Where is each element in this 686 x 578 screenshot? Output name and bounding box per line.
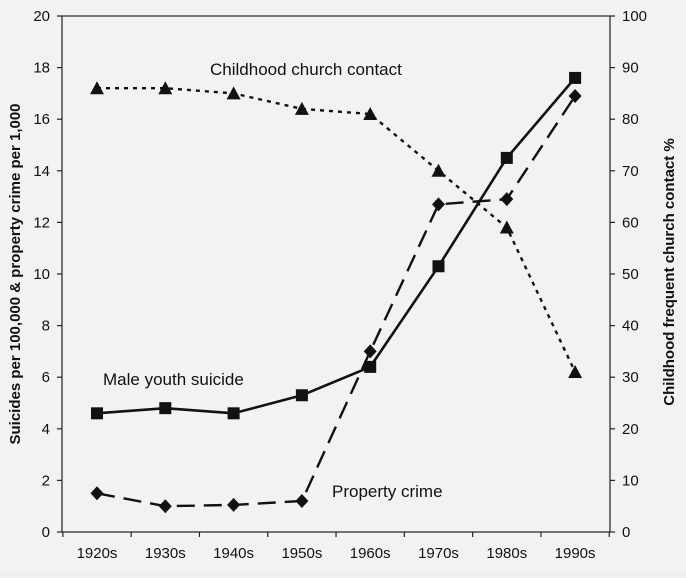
y-left-tick-label: 10 bbox=[33, 266, 50, 283]
data-point-property-crime-1930s bbox=[158, 499, 172, 514]
x-tick-label: 1980s bbox=[486, 545, 527, 562]
data-point-male-youth-suicide-1970s bbox=[432, 260, 445, 273]
data-point-property-crime-1970s bbox=[432, 197, 445, 212]
data-point-childhood-church-contact-1990s bbox=[568, 365, 583, 379]
data-point-childhood-church-contact-1940s bbox=[226, 86, 241, 100]
data-point-childhood-church-contact-1980s bbox=[499, 220, 514, 234]
data-point-male-youth-suicide-1920s bbox=[91, 407, 103, 420]
y-left-tick-label: 20 bbox=[33, 8, 50, 25]
y-right-tick-label: 0 bbox=[622, 524, 630, 541]
y-right-tick-label: 80 bbox=[622, 111, 639, 128]
data-point-childhood-church-contact-1920s bbox=[90, 81, 104, 95]
data-point-childhood-church-contact-1970s bbox=[431, 163, 446, 177]
y-left-tick-label: 12 bbox=[33, 214, 50, 231]
y-left-tick-label: 16 bbox=[33, 111, 50, 128]
y-axis-right-title: Childhood frequent church contact % bbox=[661, 138, 678, 406]
data-point-property-crime-1920s bbox=[90, 486, 104, 501]
data-point-property-crime-1990s bbox=[568, 88, 582, 103]
y-right-tick-label: 10 bbox=[622, 472, 639, 489]
annotation-male-youth-suicide: Male youth suicide bbox=[103, 370, 244, 389]
data-point-male-youth-suicide-1960s bbox=[364, 360, 377, 373]
x-tick-label: 1940s bbox=[213, 545, 254, 562]
data-point-property-crime-1980s bbox=[500, 192, 514, 207]
series-property-crime bbox=[90, 88, 582, 514]
y-left-tick-label: 8 bbox=[42, 318, 50, 335]
data-point-property-crime-1960s bbox=[363, 344, 377, 359]
y-right-tick-label: 60 bbox=[622, 214, 639, 231]
y-axis-left-title: Suicides per 100,000 & property crime pe… bbox=[7, 103, 24, 444]
series-childhood-church-contact bbox=[90, 81, 583, 379]
y-right-tick-label: 50 bbox=[622, 266, 639, 283]
series-male-youth-suicide bbox=[91, 71, 582, 420]
data-point-male-youth-suicide-1930s bbox=[159, 402, 172, 415]
y-right-tick-label: 20 bbox=[622, 421, 639, 438]
y-left-tick-label: 18 bbox=[33, 60, 50, 77]
x-tick-label: 1970s bbox=[418, 545, 459, 562]
x-tick-label: 1990s bbox=[555, 545, 596, 562]
data-point-male-youth-suicide-1950s bbox=[295, 389, 308, 402]
y-right-tick-label: 90 bbox=[622, 60, 639, 77]
annotation-property-crime: Property crime bbox=[332, 482, 443, 501]
x-tick-label: 1960s bbox=[350, 545, 391, 562]
x-tick-label: 1950s bbox=[281, 545, 322, 562]
data-point-property-crime-1950s bbox=[295, 494, 309, 509]
data-point-childhood-church-contact-1930s bbox=[158, 81, 173, 95]
annotation-church-contact: Childhood church contact bbox=[210, 60, 402, 79]
plot-area-frame bbox=[61, 15, 611, 533]
annotations: Childhood church contact Male youth suic… bbox=[103, 60, 443, 501]
data-point-male-youth-suicide-1990s bbox=[569, 71, 582, 84]
data-point-childhood-church-contact-1950s bbox=[294, 101, 309, 115]
y-right-tick-label: 100 bbox=[622, 8, 647, 25]
x-tick-label: 1920s bbox=[77, 545, 118, 562]
data-point-childhood-church-contact-1960s bbox=[363, 107, 378, 121]
y-left-tick-label: 0 bbox=[42, 524, 50, 541]
series-line-male-youth-suicide bbox=[96, 77, 577, 415]
y-right-tick-label: 40 bbox=[622, 318, 639, 335]
data-point-male-youth-suicide-1940s bbox=[227, 407, 240, 420]
y-left-tick-label: 14 bbox=[33, 163, 50, 180]
data-point-male-youth-suicide-1980s bbox=[500, 151, 513, 164]
series-layer bbox=[90, 71, 583, 514]
y-right-tick-label: 30 bbox=[622, 369, 639, 386]
y-right-tick-label: 70 bbox=[622, 163, 639, 180]
data-point-property-crime-1940s bbox=[227, 497, 241, 512]
y-left-tick-label: 2 bbox=[42, 472, 50, 489]
x-tick-label: 1930s bbox=[145, 545, 186, 562]
y-left-tick-label: 6 bbox=[42, 369, 50, 386]
y-left-tick-label: 4 bbox=[42, 421, 50, 438]
axes: 0 2 4 6 8 10 12 14 16 18 20 0 10 20 30 40 50 60 70 80 90 100 1… bbox=[33, 8, 647, 562]
